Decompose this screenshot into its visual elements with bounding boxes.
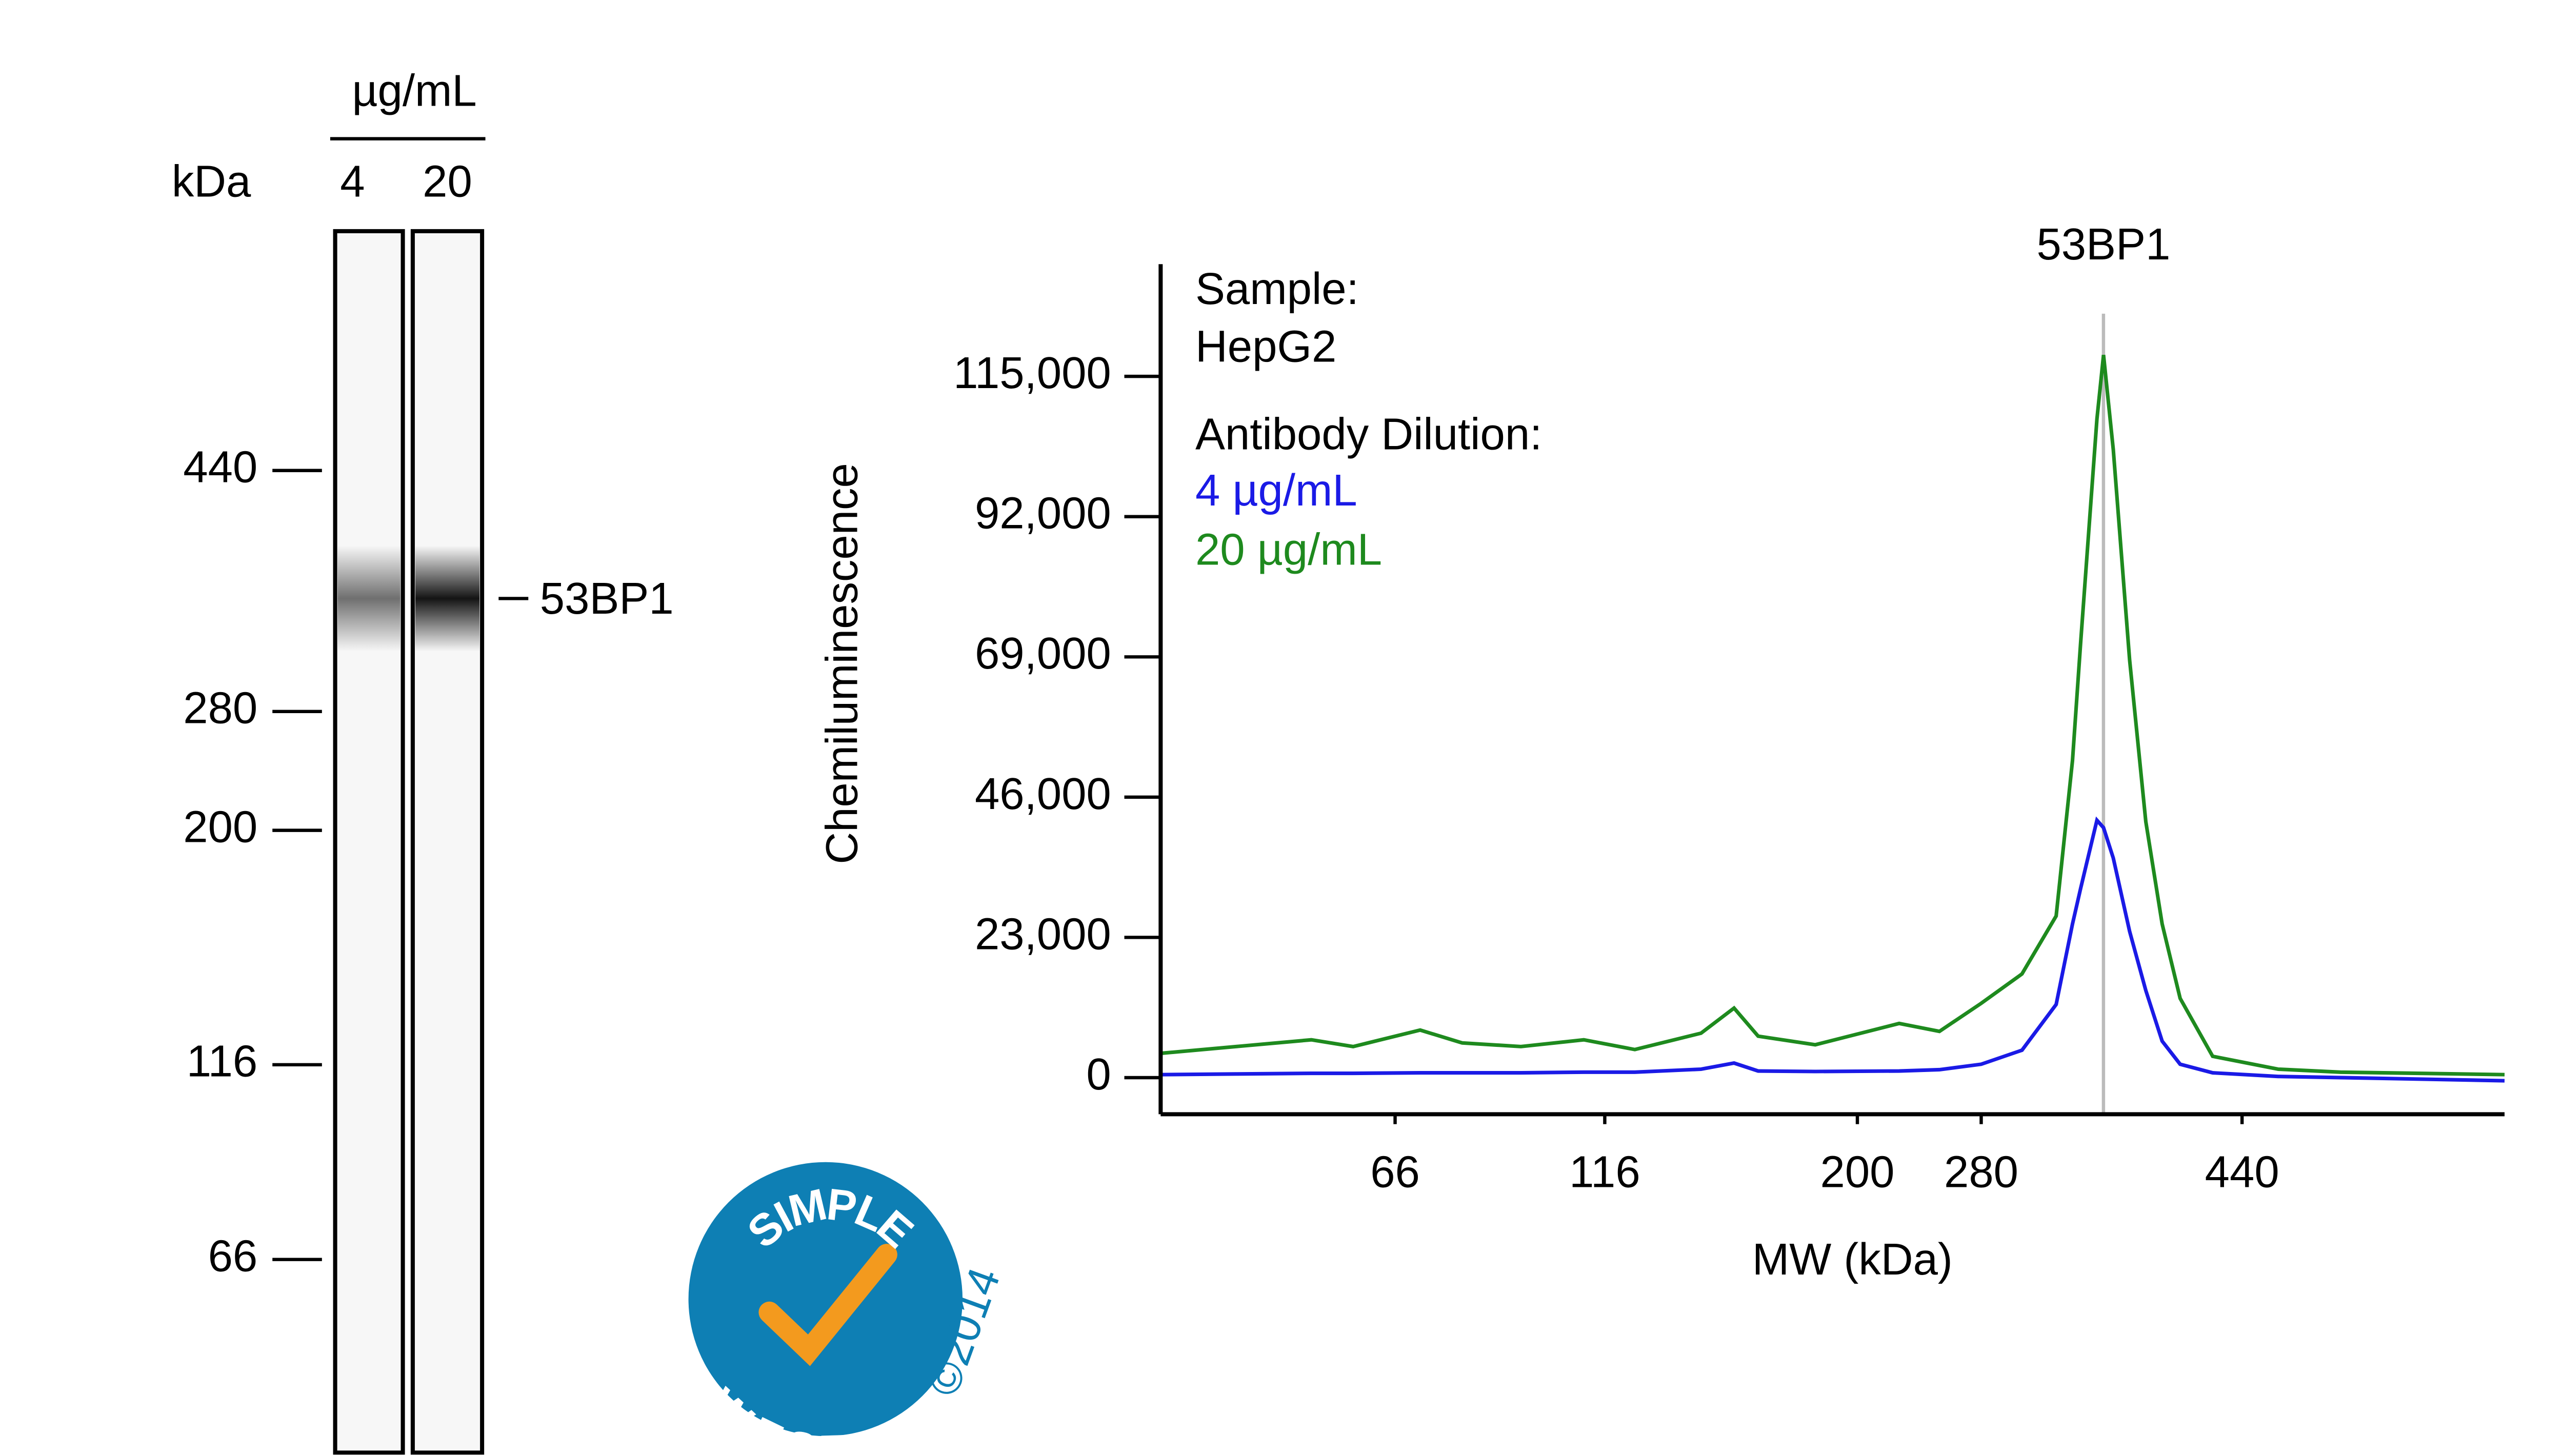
y-axis-label: Chemiluminescence xyxy=(817,463,867,864)
y-tick-label: 46,000 xyxy=(975,769,1111,819)
x-tick-label: 200 xyxy=(1820,1147,1895,1197)
lane-tick-label: 440 xyxy=(183,442,257,492)
y-tick-label: 69,000 xyxy=(975,629,1111,678)
lane-label: 4 xyxy=(340,157,365,207)
x-tick-label: 280 xyxy=(1944,1147,2018,1197)
x-tick-label: 66 xyxy=(1370,1147,1420,1197)
x-tick-label: 440 xyxy=(2205,1147,2279,1197)
lane xyxy=(410,229,485,1455)
y-tick-label: 23,000 xyxy=(975,909,1111,959)
band xyxy=(415,545,480,652)
lane-tick-label: 116 xyxy=(187,1037,258,1086)
lane-tick-label: 280 xyxy=(183,683,257,733)
axis-unit: kDa xyxy=(172,157,251,207)
x-tick-label: 116 xyxy=(1569,1147,1640,1197)
x-axis-label: MW (kDa) xyxy=(1752,1235,1953,1284)
lane-label: 20 xyxy=(423,157,472,207)
band-label: 53BP1 xyxy=(540,574,674,623)
band xyxy=(337,545,400,652)
lane-header: µg/mL xyxy=(352,66,476,116)
legend-entry: 20 µg/mL xyxy=(1195,525,1382,575)
legend-entry: 4 µg/mL xyxy=(1195,466,1357,515)
legend-heading: Sample: xyxy=(1195,264,1359,314)
legend-sample: HepG2 xyxy=(1195,322,1336,372)
y-tick-label: 0 xyxy=(1086,1049,1111,1099)
legend-heading: Antibody Dilution: xyxy=(1195,409,1542,459)
logo-check xyxy=(758,1244,897,1366)
peak-label: 53BP1 xyxy=(2036,219,2170,269)
lane xyxy=(333,229,405,1455)
logo-circle xyxy=(688,1162,963,1437)
y-tick-label: 115,000 xyxy=(953,348,1111,398)
y-tick-label: 92,000 xyxy=(975,489,1111,538)
series-line xyxy=(1160,816,2505,1083)
lane-tick-label: 66 xyxy=(208,1231,258,1281)
lane-tick-label: 200 xyxy=(183,802,257,852)
logo: SIMPLE WESTERN ©2014 xyxy=(688,1162,1010,1456)
series-line xyxy=(1160,355,2505,1077)
